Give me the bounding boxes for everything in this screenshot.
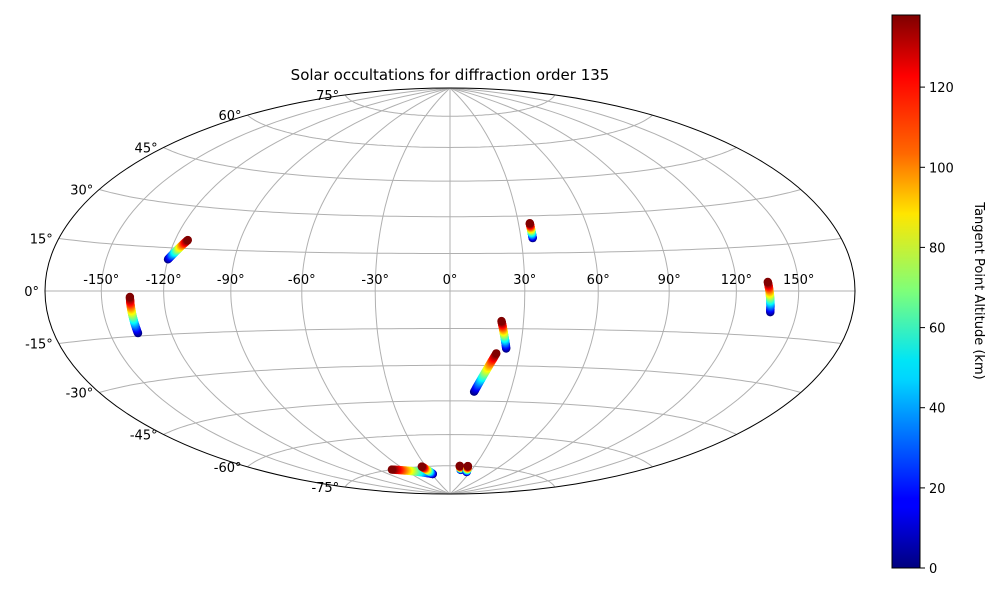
latitude-tick-label: 15° <box>30 233 53 248</box>
longitude-tick-label: 90° <box>658 273 681 288</box>
colorbar-tick-label: 100 <box>929 161 954 176</box>
longitude-tick-label: -60° <box>288 273 316 288</box>
longitude-tick-label: 30° <box>513 273 536 288</box>
occultation-point <box>417 462 426 471</box>
occultation-point <box>525 219 534 228</box>
parallel-line <box>163 147 737 182</box>
parallel-line <box>344 465 556 488</box>
chart-title: Solar occultations for diffraction order… <box>291 66 610 84</box>
longitude-tick-label: -30° <box>361 273 389 288</box>
map-grid <box>45 88 855 494</box>
latitude-tick-label: 30° <box>70 184 93 199</box>
longitude-tick-label: 0° <box>443 273 458 288</box>
latitude-tick-label: 45° <box>135 142 158 157</box>
latitude-tick-label: 0° <box>24 285 39 300</box>
longitude-tick-label: -150° <box>83 273 119 288</box>
occultation-point <box>387 465 397 474</box>
occultation-point <box>455 461 464 471</box>
parallel-line <box>58 328 842 344</box>
longitude-tick-label: 60° <box>587 273 610 288</box>
occultation-point <box>125 292 135 302</box>
parallel-line <box>247 114 653 149</box>
latitude-tick-label: -30° <box>66 387 94 402</box>
occultation-point <box>492 349 501 358</box>
longitude-tick-label: -90° <box>217 273 245 288</box>
occultation-point <box>183 235 192 245</box>
latitude-tick-label: -15° <box>25 338 53 353</box>
parallel-line <box>344 94 556 117</box>
parallel-line <box>58 238 842 254</box>
latitude-tick-label: -60° <box>214 461 242 476</box>
longitude-tick-label: -120° <box>146 273 182 288</box>
colorbar-tick-label: 80 <box>929 241 946 256</box>
colorbar-tick-label: 0 <box>929 562 937 577</box>
colorbar-label: Tangent Point Altitude (km) <box>971 201 986 379</box>
parallel-line <box>163 400 737 435</box>
longitude-tick-labels: -150° -120° -90° -60° -30° 0° 30° 60° 90° 120° 150… <box>83 273 814 288</box>
longitude-tick-label: 120° <box>721 273 752 288</box>
colorbar-tick-label: 20 <box>929 482 946 497</box>
latitude-tick-label: -75° <box>311 481 339 496</box>
latitude-tick-label: 60° <box>218 109 241 124</box>
colorbar-ticks: 0 20 40 60 80 100 120 <box>920 81 954 577</box>
occultation-point <box>463 461 473 471</box>
occultation-point <box>763 277 772 287</box>
parallel-line <box>99 364 801 393</box>
colorbar-tick-label: 120 <box>929 81 954 96</box>
latitude-tick-label: -45° <box>130 429 158 444</box>
colorbar-tick-label: 60 <box>929 322 946 337</box>
parallel-line <box>247 433 653 468</box>
parallel-line <box>99 189 801 218</box>
map-outline <box>44 87 856 495</box>
latitude-tick-label: 75° <box>316 89 339 104</box>
occultation-point <box>497 316 506 326</box>
latitude-tick-labels: 75° 60° 45° 30° 15° 0° -15° -30° -45° -60° -75° <box>24 89 339 496</box>
colorbar <box>891 14 921 569</box>
colorbar-tick-label: 40 <box>929 402 946 417</box>
longitude-tick-label: 150° <box>783 273 814 288</box>
occultation-points <box>125 219 775 479</box>
